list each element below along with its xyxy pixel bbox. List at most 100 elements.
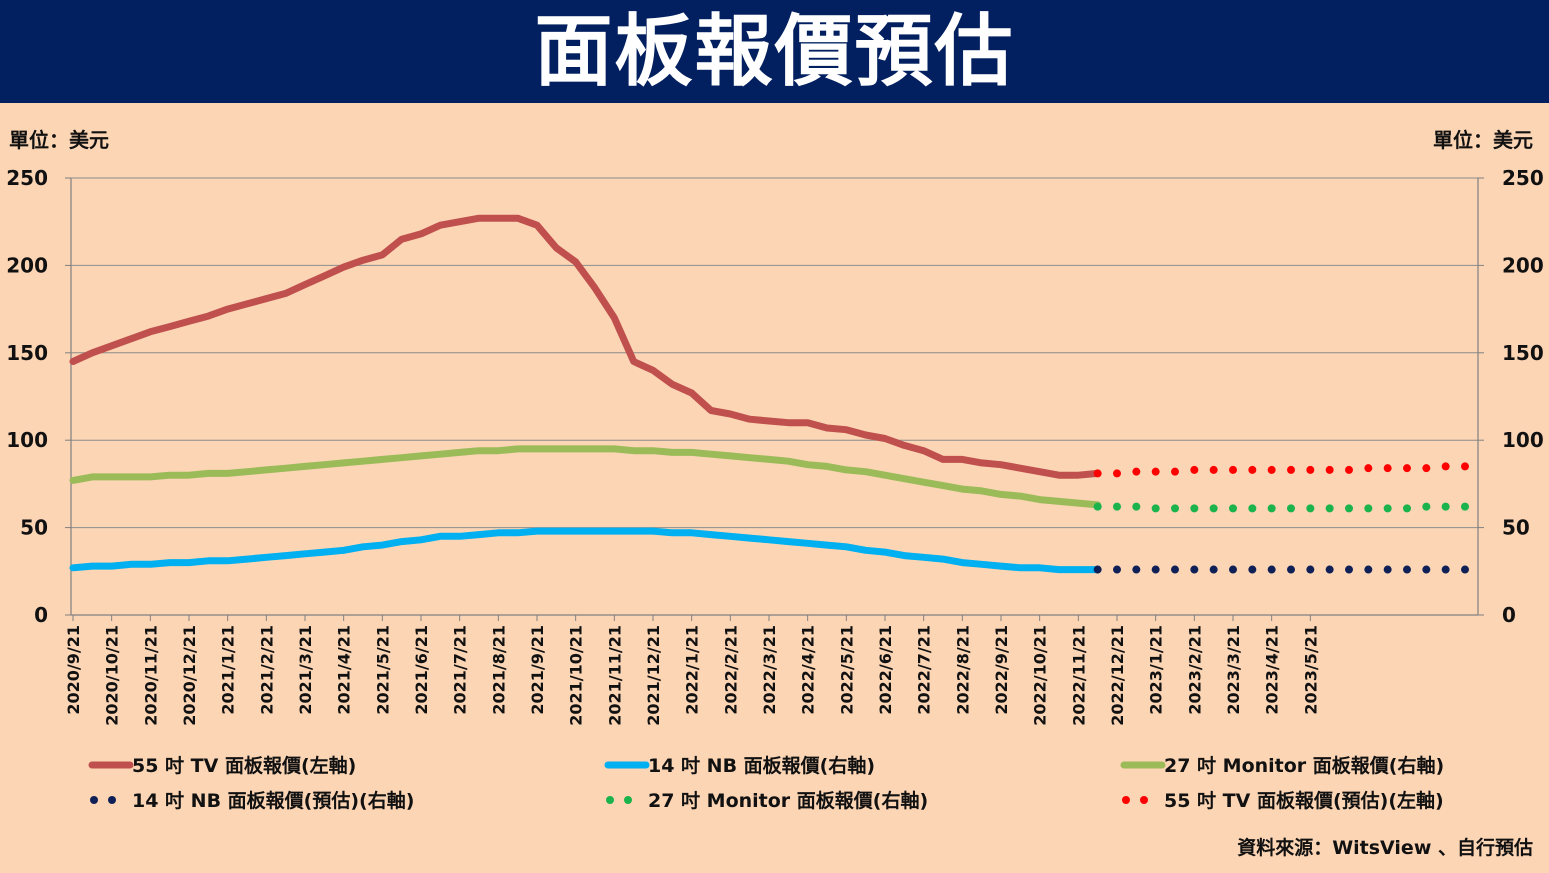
x-tick-label: 2020/10/21 bbox=[103, 625, 122, 726]
series-point bbox=[1441, 565, 1450, 574]
series-point bbox=[1383, 504, 1392, 513]
y2-tick-label: 100 bbox=[1502, 428, 1544, 452]
x-tick-label: 2021/4/21 bbox=[335, 625, 354, 715]
series-point bbox=[1267, 565, 1276, 574]
series-point bbox=[1209, 565, 1218, 574]
series-point bbox=[1267, 504, 1276, 513]
legend-swatch-dot bbox=[1140, 796, 1148, 804]
series-point bbox=[1364, 565, 1373, 574]
legend-swatch-dot bbox=[108, 796, 116, 804]
x-tick-label: 2020/12/21 bbox=[180, 625, 199, 726]
x-tick-label: 2022/11/21 bbox=[1069, 625, 1088, 726]
series-point bbox=[1441, 502, 1450, 511]
x-tick-label: 2021/11/21 bbox=[605, 625, 624, 726]
x-tick-label: 2021/3/21 bbox=[296, 625, 315, 715]
series-point bbox=[1171, 467, 1179, 476]
x-tick-label: 2022/8/21 bbox=[953, 625, 972, 715]
y-tick-label: 150 bbox=[6, 341, 48, 365]
x-tick-label: 2021/10/21 bbox=[567, 625, 586, 726]
x-tick-label: 2022/4/21 bbox=[799, 625, 818, 715]
series-line bbox=[69, 214, 1102, 479]
series-point bbox=[1229, 565, 1237, 574]
series-point bbox=[1345, 565, 1353, 574]
series-line bbox=[69, 527, 1102, 574]
x-tick-label: 2021/1/21 bbox=[219, 625, 238, 715]
series-point bbox=[1345, 465, 1353, 474]
series-point bbox=[1364, 504, 1373, 513]
series-point bbox=[1345, 504, 1353, 513]
series-point bbox=[1132, 502, 1141, 511]
series-point bbox=[1113, 469, 1121, 478]
y2-tick-label: 0 bbox=[1502, 603, 1516, 627]
series-point bbox=[1287, 504, 1295, 513]
series-point bbox=[1461, 462, 1469, 471]
x-tick-label: 2021/12/21 bbox=[644, 625, 663, 726]
series-point bbox=[1306, 565, 1315, 574]
unit-label-right: 單位：美元 bbox=[1433, 128, 1533, 152]
x-tick-label: 2022/12/21 bbox=[1108, 625, 1127, 726]
series-point bbox=[1461, 565, 1469, 574]
x-tick-label: 2022/5/21 bbox=[837, 625, 856, 715]
y-tick-label: 50 bbox=[20, 516, 48, 540]
series-point bbox=[1461, 502, 1469, 511]
series-point bbox=[1093, 502, 1102, 511]
series-point bbox=[1190, 465, 1199, 474]
series-point bbox=[1171, 565, 1179, 574]
series-point bbox=[1229, 465, 1237, 474]
x-tick-label: 2022/1/21 bbox=[683, 625, 702, 715]
series-point bbox=[1248, 465, 1257, 474]
series-point bbox=[1093, 565, 1102, 574]
series-point bbox=[1287, 465, 1295, 474]
legend-label: 14 吋 NB 面板報價(預估)(右軸) bbox=[132, 789, 414, 812]
legend-swatch-dot bbox=[1122, 796, 1130, 804]
x-tick-label: 2023/5/21 bbox=[1301, 625, 1320, 715]
legend-swatch-dot bbox=[624, 796, 632, 804]
y-tick-label: 0 bbox=[34, 603, 48, 627]
series-point bbox=[1422, 502, 1431, 511]
series-point bbox=[1093, 469, 1102, 478]
y2-tick-label: 50 bbox=[1502, 516, 1530, 540]
legend-label: 55 吋 TV 面板報價(預估)(左軸) bbox=[1164, 789, 1444, 812]
series-point bbox=[1132, 565, 1141, 574]
legend-swatch-dot bbox=[606, 796, 614, 804]
series-point bbox=[1287, 565, 1295, 574]
x-tick-label: 2022/2/21 bbox=[721, 625, 740, 715]
legend-label: 27 吋 Monitor 面板報價(右軸) bbox=[648, 789, 928, 812]
series-point bbox=[1132, 467, 1141, 476]
x-tick-label: 2022/9/21 bbox=[992, 625, 1011, 715]
x-tick-label: 2021/5/21 bbox=[373, 625, 392, 715]
y-tick-label: 200 bbox=[6, 253, 48, 277]
x-tick-label: 2021/8/21 bbox=[489, 625, 508, 715]
x-tick-label: 2023/4/21 bbox=[1263, 625, 1282, 715]
series-point bbox=[1325, 504, 1334, 513]
legend-label: 27 吋 Monitor 面板報價(右軸) bbox=[1164, 754, 1444, 777]
x-tick-label: 2022/7/21 bbox=[915, 625, 934, 715]
series-point bbox=[1306, 465, 1315, 474]
series-point bbox=[1383, 565, 1392, 574]
series-point bbox=[1248, 504, 1257, 513]
x-tick-label: 2021/2/21 bbox=[257, 625, 276, 715]
series-point bbox=[1422, 565, 1431, 574]
legend-swatch-dot bbox=[90, 796, 98, 804]
series-point bbox=[1151, 565, 1160, 574]
series-point bbox=[1306, 504, 1315, 513]
x-tick-label: 2022/6/21 bbox=[876, 625, 895, 715]
y2-tick-label: 150 bbox=[1502, 341, 1544, 365]
legend-label: 14 吋 NB 面板報價(右軸) bbox=[648, 754, 875, 777]
series-point bbox=[1383, 464, 1392, 473]
series-point bbox=[1267, 465, 1276, 474]
series-point bbox=[1190, 565, 1199, 574]
series-point bbox=[1422, 464, 1431, 473]
series-point bbox=[1248, 565, 1257, 574]
y-tick-label: 100 bbox=[6, 428, 48, 452]
source-note: 資料來源：WitsView 、自行預估 bbox=[1237, 837, 1533, 859]
series-point bbox=[1151, 504, 1160, 513]
y-tick-label: 250 bbox=[6, 166, 48, 190]
series-point bbox=[1441, 462, 1450, 471]
series-point bbox=[1113, 502, 1121, 511]
x-tick-label: 2023/3/21 bbox=[1224, 625, 1243, 715]
series-point bbox=[1171, 504, 1179, 513]
series-point bbox=[1209, 465, 1218, 474]
series-point bbox=[1325, 565, 1334, 574]
